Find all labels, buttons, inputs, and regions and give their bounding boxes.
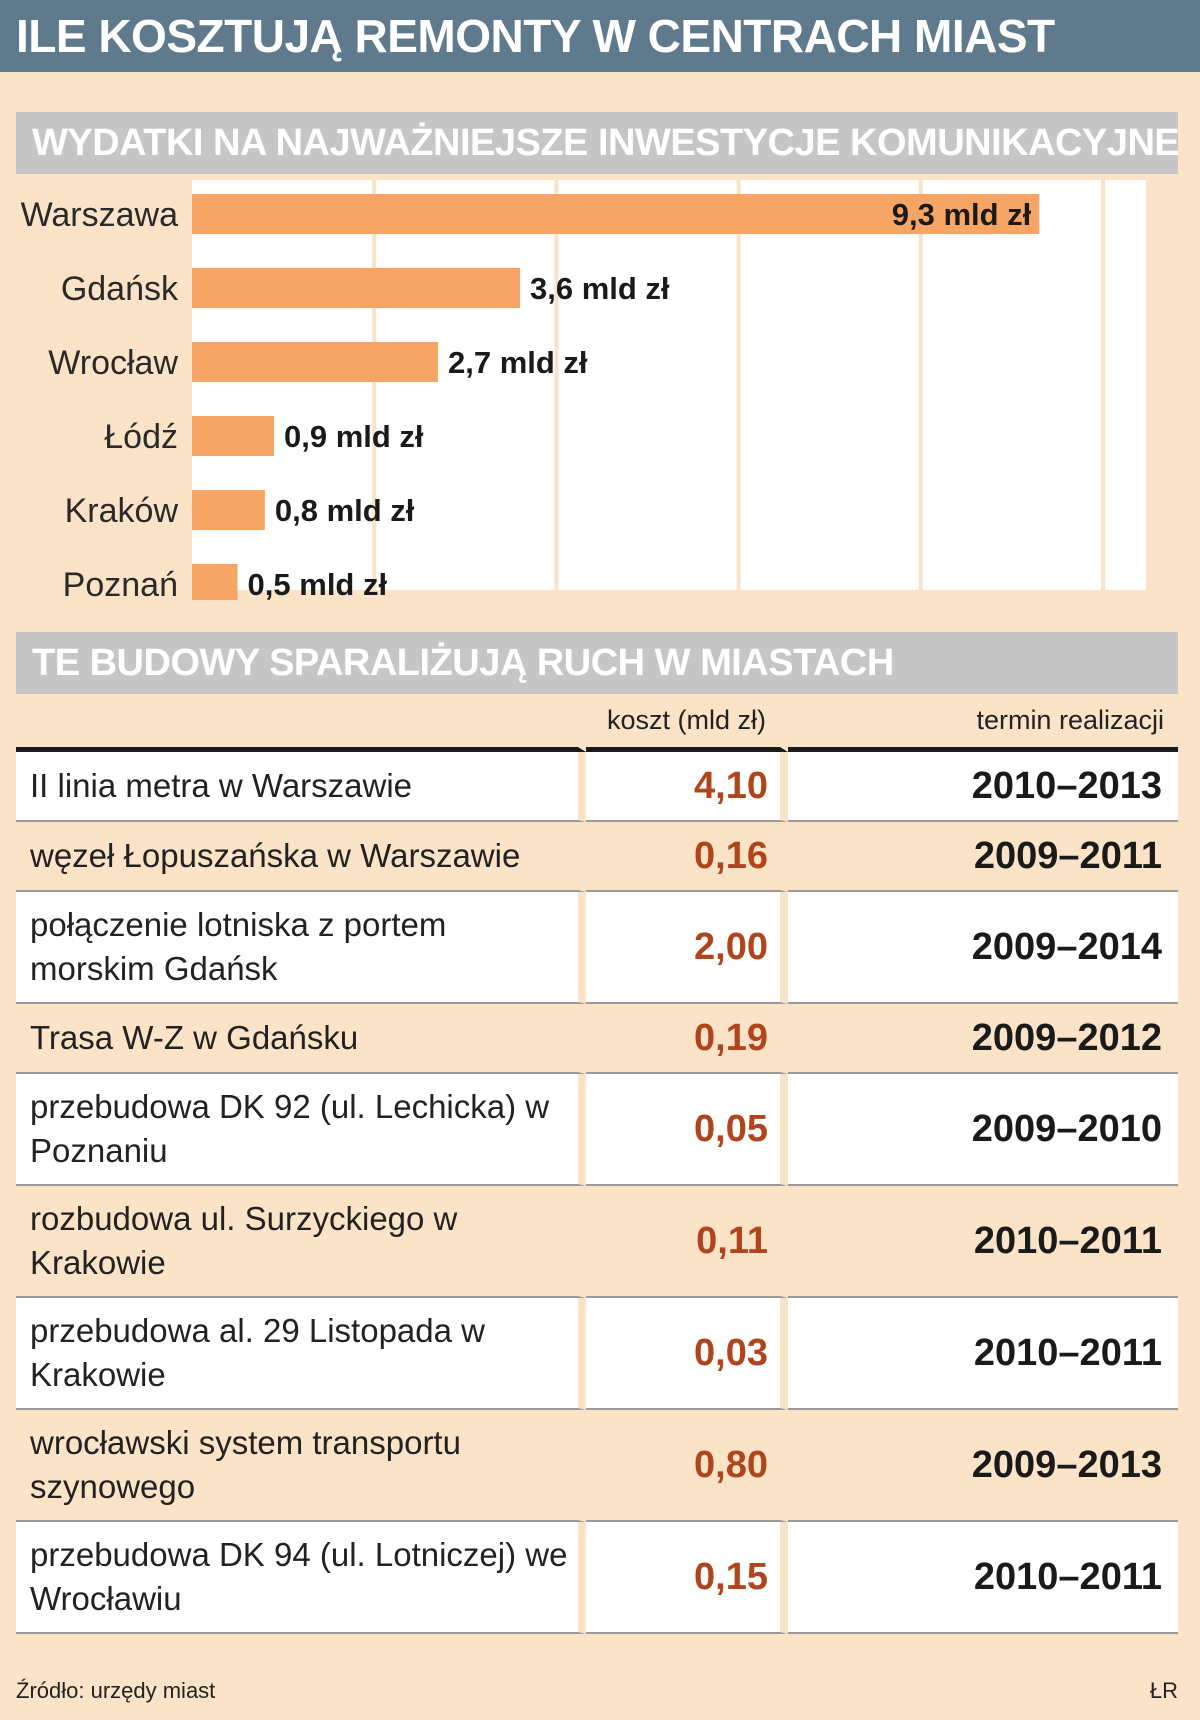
value-label: 2,7 mld zł	[448, 345, 588, 380]
table-row: II linia metra w Warszawie 4,10 2010–2013	[16, 752, 1178, 822]
table-row: Trasa W-Z w Gdańsku 0,19 2009–2012	[16, 1004, 1178, 1074]
project-cost: 0,80	[586, 1410, 788, 1522]
project-cost: 2,00	[586, 892, 788, 1004]
project-term: 2010–2011	[788, 1522, 1178, 1634]
category-label: Łódź	[104, 418, 178, 456]
grid-line	[918, 180, 923, 590]
project-cost: 4,10	[586, 752, 788, 822]
bar	[192, 564, 238, 600]
projects-table: koszt (mld zł) termin realizacji II lini…	[16, 694, 1178, 1634]
project-name: przebudowa DK 92 (ul. Lechicka) w Poznan…	[16, 1074, 586, 1186]
section-header-constructions: TE BUDOWY SPARALIŻUJĄ RUCH W MIASTACH	[16, 632, 1178, 694]
plot-background	[192, 180, 1146, 590]
category-label: Poznań	[63, 566, 178, 600]
header-term: termin realizacji	[788, 694, 1178, 752]
header-cost: koszt (mld zł)	[586, 694, 788, 752]
bar	[192, 194, 1040, 234]
section-header-expenses: WYDATKI NA NAJWAŻNIEJSZE INWESTYCJE KOMU…	[16, 112, 1178, 174]
project-cost: 0,15	[586, 1522, 788, 1634]
project-cost: 0,16	[586, 822, 788, 892]
project-term: 2009–2013	[788, 1410, 1178, 1522]
category-label: Warszawa	[21, 196, 179, 234]
value-label: 0,9 mld zł	[284, 419, 424, 454]
y-axis	[186, 180, 192, 590]
source-note: Źródło: urzędy miast	[16, 1678, 216, 1703]
category-label: Kraków	[65, 492, 179, 530]
table-row: rozbudowa ul. Surzyckiego w Krakowie 0,11…	[16, 1186, 1178, 1298]
project-name: rozbudowa ul. Surzyckiego w Krakowie	[16, 1186, 586, 1298]
project-term: 2009–2011	[788, 822, 1178, 892]
project-name: Trasa W-Z w Gdańsku	[16, 1004, 586, 1074]
value-label: 0,8 mld zł	[275, 493, 415, 528]
table-row: przebudowa DK 92 (ul. Lechicka) w Poznan…	[16, 1074, 1178, 1186]
project-cost: 0,11	[586, 1186, 788, 1298]
bar	[192, 416, 274, 456]
category-label: Gdańsk	[61, 270, 179, 308]
project-term: 2009–2010	[788, 1074, 1178, 1186]
grid-line	[554, 180, 559, 590]
project-name: wrocławski system transportu szynowego	[16, 1410, 586, 1522]
project-cost: 0,05	[586, 1074, 788, 1186]
bar	[192, 268, 520, 308]
category-label: Wrocław	[48, 344, 178, 382]
bar-chart: Warszawa 9,3 mld zł Gdańsk 3,6 mld zł Wrocła…	[21, 180, 1146, 600]
bar	[192, 342, 438, 382]
bar	[192, 490, 265, 530]
value-label: 0,5 mld zł	[248, 567, 388, 600]
table-row: połączenie lotniska z portem morskim Gda…	[16, 892, 1178, 1004]
project-name: II linia metra w Warszawie	[16, 752, 586, 822]
project-cost: 0,19	[586, 1004, 788, 1074]
project-cost: 0,03	[586, 1298, 788, 1410]
grid-line	[1101, 180, 1106, 590]
project-term: 2010–2013	[788, 752, 1178, 822]
project-term: 2010–2011	[788, 1186, 1178, 1298]
header-project	[16, 694, 586, 752]
project-name: węzeł Łopuszańska w Warszawie	[16, 822, 586, 892]
grid-line	[736, 180, 741, 590]
table-row: wrocławski system transportu szynowego 0,…	[16, 1410, 1178, 1522]
project-term: 2010–2011	[788, 1298, 1178, 1410]
table-row: węzeł Łopuszańska w Warszawie 0,16 2009–20…	[16, 822, 1178, 892]
project-name: przebudowa DK 94 (ul. Lotniczej) we Wroc…	[16, 1522, 586, 1634]
table-row: przebudowa al. 29 Listopada w Krakowie 0,…	[16, 1298, 1178, 1410]
value-label: 3,6 mld zł	[530, 271, 670, 306]
table-header-row: koszt (mld zł) termin realizacji	[16, 694, 1178, 752]
project-term: 2009–2012	[788, 1004, 1178, 1074]
project-name: przebudowa al. 29 Listopada w Krakowie	[16, 1298, 586, 1410]
main-title: ILE KOSZTUJĄ REMONTY W CENTRACH MIAST	[0, 0, 1200, 72]
grid-line	[372, 180, 377, 590]
table-row: przebudowa DK 94 (ul. Lotniczej) we Wroc…	[16, 1522, 1178, 1634]
value-label: 9,3 mld zł	[892, 197, 1032, 232]
project-term: 2009–2014	[788, 892, 1178, 1004]
author-signature: ŁR	[1149, 1678, 1178, 1703]
project-name: połączenie lotniska z portem morskim Gda…	[16, 892, 586, 1004]
